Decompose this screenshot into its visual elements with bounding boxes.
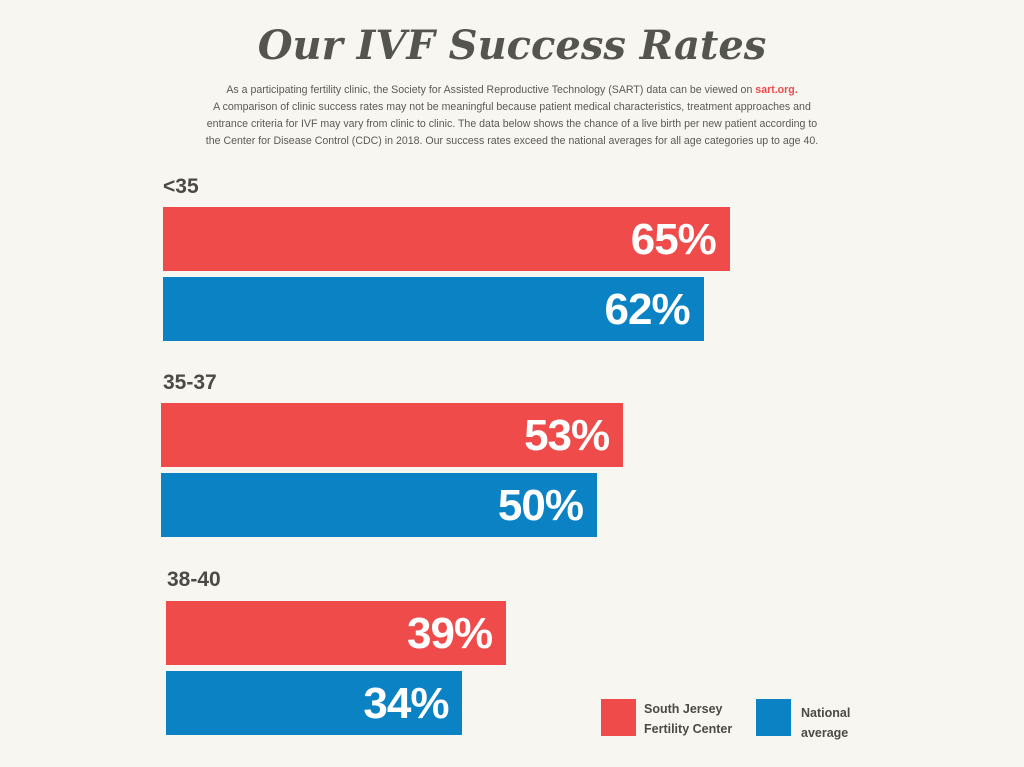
bar-national-under-35: 62% [163, 277, 704, 341]
bar-value-label: 62% [604, 285, 691, 334]
bar-national-38-40: 34% [166, 671, 463, 735]
bar-value-label: 39% [407, 609, 493, 658]
category-label-38-40: 38-40 [167, 568, 221, 591]
intro-line-4: the Center for Disease Control (CDC) in … [205, 135, 819, 147]
legend-swatch-clinic [601, 699, 636, 736]
intro-line-2: A comparison of clinic success rates may… [213, 101, 811, 113]
legend-label-clinic: South Jersey Fertility Center [644, 699, 732, 739]
legend-label-national: National average [801, 703, 850, 743]
bar-value-label: 50% [497, 481, 584, 530]
category-label-35-37: 35-37 [163, 371, 217, 394]
bar-clinic-under-35: 65% [163, 207, 730, 271]
page-title: Our IVF Success Rates [257, 22, 767, 69]
sart-link[interactable]: sart.org. [755, 84, 798, 96]
intro-line-1-text: As a participating fertility clinic, the… [226, 84, 753, 96]
intro-line-1: As a participating fertility clinic, the… [172, 82, 852, 99]
legend-label-clinic-line2: Fertility Center [644, 722, 733, 736]
bar-clinic-35-37: 53% [161, 403, 624, 467]
bar-clinic-38-40: 39% [166, 601, 507, 665]
bar-value-label: 53% [524, 411, 610, 460]
bar-national-35-37: 50% [161, 473, 597, 537]
bar-value-label: 34% [363, 679, 449, 728]
bar-value-label: 65% [630, 215, 717, 264]
intro-line-3: entrance criteria for IVF may vary from … [206, 118, 818, 130]
legend-label-national-line2: average [801, 726, 849, 740]
legend-label-clinic-line1: South Jersey [644, 702, 723, 716]
legend-swatch-national [756, 699, 791, 736]
intro-text: As a participating fertility clinic, the… [172, 82, 852, 150]
category-label-under-35: <35 [163, 175, 199, 198]
legend-label-national-line1: National [801, 706, 851, 720]
